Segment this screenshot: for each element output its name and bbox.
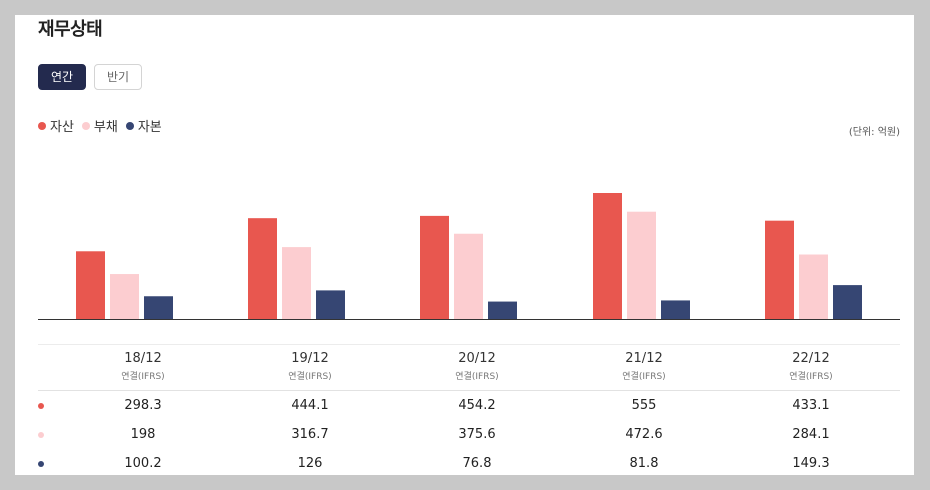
legend-equity-label: 자본: [137, 120, 162, 135]
table-cell: 198: [130, 427, 156, 442]
header-cell: 22/12 연결(IFRS): [725, 345, 897, 390]
liabilities-dot: [38, 431, 44, 438]
table-cell: 284.1: [792, 427, 830, 442]
legend-liabilities-label: 부채: [93, 120, 118, 135]
period-label: 22/12: [792, 351, 830, 366]
table-row-liabilities: 198 316.7 375.6 472.6 284.1: [38, 420, 900, 449]
legend-assets-label: 자산: [50, 120, 74, 135]
bar-liabilities-21-12: [627, 211, 656, 319]
basis-label: 연결(IFRS): [789, 372, 833, 382]
table-cell: 149.3: [792, 456, 830, 471]
table-cell: 76.8: [462, 456, 492, 471]
data-table: 18/12 연결(IFRS) 19/12 연결(IFRS) 20/12 연결(I…: [38, 344, 900, 478]
tab-semiannual[interactable]: 반기: [94, 64, 142, 90]
table-row-equity: 100.2 126 76.8 81.8 149.3: [38, 449, 900, 478]
bar-assets-22-12: [765, 220, 794, 319]
table-cell: 375.6: [458, 427, 496, 442]
row-marker: [38, 402, 62, 409]
bar-chart: [38, 193, 900, 320]
legend-item-liabilities: 부채: [81, 116, 118, 135]
basis-label: 연결(IFRS): [622, 372, 666, 382]
period-label: 18/12: [124, 351, 162, 366]
legend-item-assets: 자산: [38, 116, 74, 135]
equity-dot: [38, 460, 44, 467]
bar-equity-18-12: [144, 296, 173, 319]
bar-assets-18-12: [76, 251, 105, 319]
table-cell: 444.1: [291, 398, 329, 413]
bar-assets-20-12: [420, 215, 449, 319]
table-cell: 472.6: [625, 427, 663, 442]
unit-label: (단위: 억원): [848, 127, 900, 138]
table-cell: 433.1: [792, 398, 830, 413]
bar-equity-21-12: [661, 300, 690, 319]
table-cell: 454.2: [458, 398, 496, 413]
table-cell: 298.3: [124, 398, 162, 413]
basis-label: 연결(IFRS): [455, 372, 499, 382]
chart-legend: 자산 부채 자본: [38, 116, 162, 135]
bar-assets-19-12: [248, 218, 277, 319]
period-label: 19/12: [291, 351, 329, 366]
bar-assets-21-12: [593, 193, 622, 319]
financial-status-panel: 재무상태 연간 반기 자산 부채 자본 (단위: 억원) 18/12 연결(IF…: [15, 15, 914, 475]
tab-annual[interactable]: 연간: [38, 64, 86, 90]
bar-equity-20-12: [488, 301, 517, 319]
legend-liabilities-dot: [81, 121, 90, 130]
period-label: 20/12: [458, 351, 496, 366]
assets-dot: [38, 402, 44, 409]
table-cell: 316.7: [291, 427, 329, 442]
bar-liabilities-18-12: [110, 274, 139, 319]
bar-liabilities-19-12: [282, 247, 311, 319]
header-cell: 20/12 연결(IFRS): [391, 345, 563, 390]
bar-liabilities-22-12: [799, 254, 828, 319]
header-cell: 21/12 연결(IFRS): [558, 345, 730, 390]
table-cell: 555: [631, 398, 657, 413]
legend-equity-dot: [125, 121, 134, 130]
period-label: 21/12: [625, 351, 663, 366]
bar-equity-22-12: [833, 285, 862, 319]
table-header: 18/12 연결(IFRS) 19/12 연결(IFRS) 20/12 연결(I…: [38, 344, 900, 391]
basis-label: 연결(IFRS): [121, 372, 165, 382]
legend-item-equity: 자본: [125, 116, 162, 135]
table-row-assets: 298.3 444.1 454.2 555 433.1: [38, 391, 900, 420]
row-marker: [38, 460, 62, 467]
row-marker: [38, 431, 62, 438]
bar-equity-19-12: [316, 290, 345, 319]
section-title: 재무상태: [38, 19, 103, 40]
table-cell: 81.8: [629, 456, 659, 471]
table-cell: 126: [297, 456, 323, 471]
table-cell: 100.2: [124, 456, 162, 471]
header-cell: 18/12 연결(IFRS): [57, 345, 229, 390]
basis-label: 연결(IFRS): [288, 372, 332, 382]
legend-assets-dot: [38, 121, 46, 130]
bar-liabilities-20-12: [454, 233, 483, 319]
header-cell: 19/12 연결(IFRS): [224, 345, 396, 390]
